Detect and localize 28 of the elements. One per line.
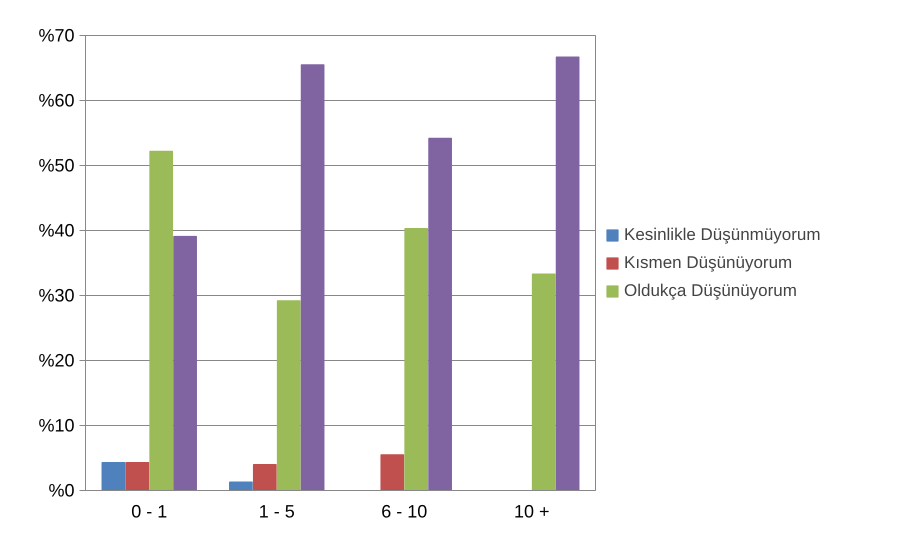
bar bbox=[252, 464, 277, 490]
legend-label: Kesinlikle Düşünmüyorum bbox=[624, 224, 821, 244]
bar bbox=[300, 64, 324, 490]
x-tick-label: 10 + bbox=[514, 502, 550, 522]
bar bbox=[532, 274, 556, 490]
bar bbox=[404, 228, 428, 490]
bar bbox=[149, 150, 174, 490]
bar bbox=[428, 138, 452, 490]
y-tick-label: %60 bbox=[38, 90, 75, 110]
bar bbox=[229, 482, 253, 490]
bar bbox=[125, 462, 150, 490]
legend-label: Kısmen Düşünüyorum bbox=[624, 252, 792, 272]
y-tick-label: %70 bbox=[38, 26, 75, 46]
bar bbox=[102, 462, 126, 490]
legend-label: Oldukça Düşünüyorum bbox=[624, 280, 797, 300]
bar bbox=[380, 454, 404, 490]
bar bbox=[556, 56, 580, 490]
bar bbox=[276, 300, 301, 490]
x-tick-label: 1 - 5 bbox=[258, 502, 295, 522]
y-tick-label: %0 bbox=[48, 480, 74, 500]
y-tick-label: %50 bbox=[38, 156, 75, 176]
y-tick-label: %40 bbox=[38, 220, 75, 240]
x-tick-label: 0 - 1 bbox=[131, 502, 168, 522]
y-tick-label: %10 bbox=[38, 416, 75, 436]
y-tick-label: %30 bbox=[38, 286, 75, 306]
x-tick-label: 6 - 10 bbox=[381, 502, 428, 522]
bar bbox=[173, 236, 197, 490]
y-tick-label: %20 bbox=[38, 350, 75, 370]
